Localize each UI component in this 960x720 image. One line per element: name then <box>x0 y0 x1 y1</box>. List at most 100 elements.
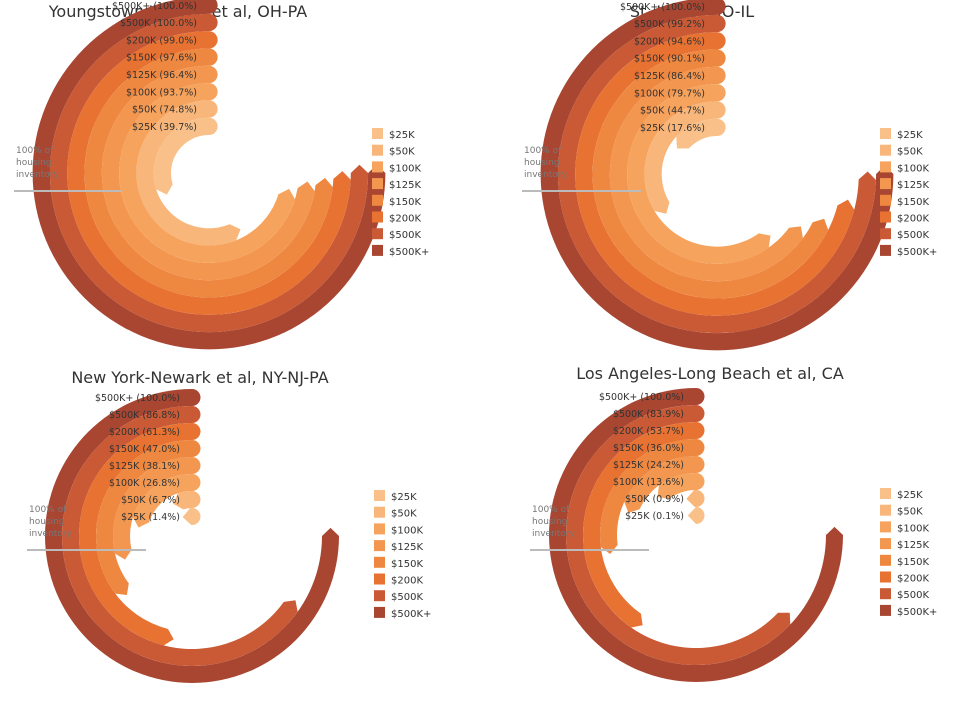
legend-label: $25K <box>897 130 923 141</box>
radial-bar-band <box>582 422 705 628</box>
legend-swatch <box>372 211 383 223</box>
band-label: $125K (86.4%) <box>634 71 705 82</box>
radial-bar-band <box>600 439 705 554</box>
legend-swatch <box>374 590 385 602</box>
legend-swatch <box>880 244 891 256</box>
legend-swatch <box>374 606 385 618</box>
band-label: $150K (90.1%) <box>634 54 705 65</box>
radial-bar-band <box>686 490 705 508</box>
legend-swatch <box>880 128 891 139</box>
legend-label: $125K <box>897 180 929 191</box>
legend-swatch <box>880 521 891 533</box>
legend-swatch <box>374 490 385 501</box>
legend-label: $500K <box>897 230 929 241</box>
radial-bar-band <box>644 101 726 214</box>
legend-label: $200K <box>389 214 421 225</box>
band-label: $500K (100.0%) <box>120 18 197 29</box>
legend-label: $500K <box>897 590 929 601</box>
radial-bar-band <box>96 440 201 595</box>
radial-chart-panel: St. Louis, MO-IL$25K (17.6%)$50K (44.7%)… <box>522 0 937 351</box>
legend-label: $150K <box>389 197 421 208</box>
band-label: $25K (1.4%) <box>121 512 180 523</box>
reference-label: housing <box>524 158 560 168</box>
radial-bar-band <box>657 473 705 499</box>
legend-swatch <box>880 554 891 566</box>
legend-label: $50K <box>897 507 923 518</box>
legend-label: $25K <box>391 492 417 503</box>
radial-chart-panel: New York-Newark et al, NY-NJ-PA $25K (1.4… <box>27 368 431 683</box>
band-label: $100K (93.7%) <box>126 87 197 98</box>
radial-bar-band <box>182 508 201 526</box>
reference-label: inventory <box>524 170 568 180</box>
radial-chart-panel: Youngstown-Warren et al, OH-PA$25K (39.7… <box>14 0 429 350</box>
chart-legend: $25K $50K $100K $125K $150K $200K $500K $500K+ <box>880 128 937 258</box>
radial-bar-band <box>566 405 791 665</box>
band-label: $150K (97.6%) <box>126 53 197 64</box>
band-label: $200K (99.0%) <box>126 35 197 46</box>
radial-bar-band <box>676 118 726 149</box>
legend-swatch <box>372 178 383 190</box>
legend-label: $50K <box>389 147 415 158</box>
band-label: $500K (83.9%) <box>613 409 684 420</box>
radial-bar-band <box>78 423 201 646</box>
legend-swatch <box>880 504 891 516</box>
band-label: $100K (79.7%) <box>634 88 705 99</box>
reference-label: 100% of <box>16 146 54 156</box>
reference-label: 100% of <box>29 505 67 515</box>
legend-swatch <box>374 540 385 552</box>
band-label: $100K (26.8%) <box>109 478 180 489</box>
radial-bar-band <box>153 117 218 195</box>
legend-swatch <box>372 144 383 156</box>
band-label: $150K (47.0%) <box>109 444 180 455</box>
legend-label: $500K+ <box>897 247 937 258</box>
legend-label: $125K <box>391 542 423 553</box>
chart-legend: $25K $50K $100K $125K $150K $200K $500K $500K+ <box>372 128 429 258</box>
band-label: $125K (24.2%) <box>613 460 684 471</box>
band-label: $25K (0.1%) <box>625 511 684 522</box>
reference-label: housing <box>29 517 65 527</box>
legend-swatch <box>880 178 891 190</box>
band-label: $25K (39.7%) <box>132 122 197 133</box>
band-label: $50K (6.7%) <box>121 495 180 506</box>
band-label: $500K (86.8%) <box>109 410 180 421</box>
radial-bar-band <box>132 474 201 528</box>
reference-label: inventory <box>29 529 73 539</box>
radial-bar-band <box>627 84 771 264</box>
legend-label: $500K <box>391 592 423 603</box>
reference-label: housing <box>532 517 568 527</box>
legend-swatch <box>372 194 383 206</box>
legend-label: $100K <box>897 523 929 534</box>
legend-label: $50K <box>391 509 417 520</box>
legend-label: $500K+ <box>389 247 429 258</box>
legend-swatch <box>374 556 385 568</box>
legend-swatch <box>374 523 385 535</box>
radial-bar-band <box>687 507 705 525</box>
reference-label: inventory <box>532 529 576 539</box>
reference-label: housing <box>16 158 52 168</box>
chart-title: New York-Newark et al, NY-NJ-PA <box>71 368 328 387</box>
legend-label: $125K <box>897 540 929 551</box>
legend-label: $150K <box>897 557 929 568</box>
band-label: $100K (13.6%) <box>613 477 684 488</box>
reference-label: 100% of <box>524 146 562 156</box>
band-label: $25K (17.6%) <box>640 123 705 134</box>
legend-swatch <box>372 228 383 240</box>
legend-swatch <box>880 144 891 156</box>
legend-label: $100K <box>389 163 421 174</box>
legend-label: $200K <box>897 214 929 225</box>
legend-label: $100K <box>897 163 929 174</box>
legend-label: $200K <box>391 576 423 587</box>
band-label: $125K (38.1%) <box>109 461 180 472</box>
band-label: $50K (44.7%) <box>640 106 705 117</box>
band-label: $500K+ (100.0%) <box>112 1 197 12</box>
band-label: $500K (99.2%) <box>634 19 705 30</box>
legend-swatch <box>880 604 891 616</box>
legend-label: $100K <box>391 525 423 536</box>
legend-swatch <box>374 506 385 518</box>
chart-legend: $25K $50K $100K $125K $150K $200K $500K $500K+ <box>374 490 431 620</box>
legend-label: $500K+ <box>391 609 431 620</box>
legend-label: $125K <box>389 180 421 191</box>
legend-swatch <box>880 571 891 583</box>
legend-swatch <box>880 488 891 499</box>
